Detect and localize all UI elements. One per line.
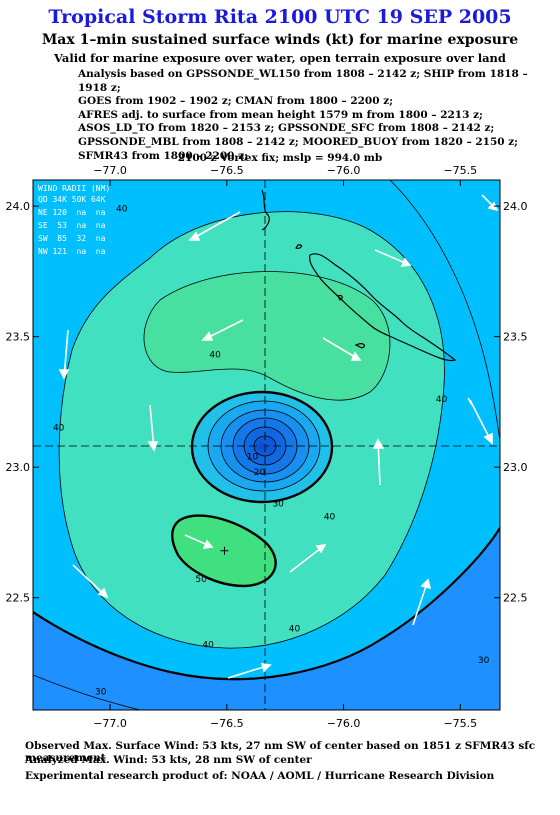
contour-30-south (33, 674, 141, 710)
y-tick-label-left: 22.5 (6, 592, 31, 605)
vortex-fix: 2100 z Vortex fix; mslp = 994.0 mb (177, 152, 383, 164)
contour-label: 40 (202, 640, 214, 650)
wind-radii-columns: QD 34K 50K 64K (38, 195, 106, 204)
contour-label: 40 (324, 512, 336, 522)
x-tick-label-bottom: −76.0 (327, 717, 361, 730)
y-tick-label-right: 24.0 (503, 200, 528, 213)
contour-label: 40 (209, 351, 221, 361)
y-tick-label-right: 23.5 (503, 331, 528, 344)
map-title: Tropical Storm Rita 2100 UTC 19 SEP 2005 (48, 6, 512, 28)
contour-label: 50 (195, 575, 207, 585)
axis-ticks: −77.0 −77.0 −76.5 −76.5 −76.0 −76.0 −75.5 −75.5… (6, 164, 528, 730)
observed-max-wind: Observed Max. Surface Wind: 53 kts, 27 n… (25, 740, 536, 764)
contour-label: 20 (254, 468, 266, 478)
contour-label: 30 (95, 687, 107, 697)
map-subtitle: Max 1–min sustained surface winds (kt) f… (41, 32, 519, 48)
analysis-line: AFRES adj. to surface from mean height 1… (78, 108, 483, 121)
analysis-line: GPSSONDE_MBL from 1808 – 2142 z; MOORED_… (78, 135, 519, 148)
contour-30-east (389, 180, 500, 441)
analysis-line: ASOS_LD_TO from 1820 – 2153 z; GPSSONDE_… (78, 122, 495, 135)
x-tick-label-top: −77.0 (93, 164, 127, 177)
contour-label: 40 (289, 625, 301, 635)
contour-label: 40 (116, 204, 128, 214)
contour-label: 30 (272, 499, 284, 509)
max-wind-marker (220, 546, 229, 555)
x-tick-label-bottom: −75.5 (443, 717, 477, 730)
plot-frame (32, 179, 501, 711)
wind-arrows (58, 194, 499, 679)
wind-radii-row-nw: NW 121 na na (38, 247, 106, 256)
contour-40-north (143, 271, 391, 401)
analysis-sources: Analysis based on GPSSONDE_WL150 from 18… (78, 68, 560, 163)
y-tick-label-right: 23.0 (503, 461, 528, 474)
y-tick-label-right: 22.5 (503, 592, 528, 605)
storm-center-marker (258, 443, 265, 450)
band-40-50-north (143, 271, 390, 401)
contour-label: 30 (478, 656, 490, 666)
analysis-line: Analysis based on GPSSONDE_WL150 from 18… (78, 68, 528, 94)
x-tick-label-top: −76.0 (327, 164, 361, 177)
y-tick-label-left: 24.0 (6, 200, 31, 213)
wind-radii-row-se: SE 53 na na (38, 221, 106, 230)
wind-contours: WIND RADII (NM) QD 34K 50K 64K NE 120 na… (33, 180, 500, 710)
x-tick-label-top: −76.5 (210, 164, 244, 177)
analysis-line: SFMR43 from 1800 – 2200 z; (78, 149, 248, 162)
x-tick-label-top: −75.5 (443, 164, 477, 177)
contour-label: 40 (53, 424, 65, 434)
validity-note: Valid for marine exposure over water, op… (54, 51, 506, 65)
contour-label: 40 (436, 395, 448, 405)
x-tick-label-bottom: −76.5 (210, 717, 244, 730)
contour-30 (33, 527, 500, 681)
credit-line: Experimental research product of: NOAA /… (25, 770, 495, 782)
contour-40 (58, 211, 445, 649)
y-tick-label-left: 23.5 (6, 331, 31, 344)
wind-radii-row-sw: SW 85 32 na (38, 234, 106, 243)
analysis-line: GOES from 1902 – 1902 z; CMAN from 1800 … (78, 95, 394, 108)
x-tick-label-bottom: −77.0 (93, 717, 127, 730)
contour-labels: 40 40 40 40 40 40 40 30 30 30 50 10 20 (53, 204, 490, 697)
wind-radii-row-ne: NE 120 na na (38, 208, 106, 217)
y-tick-label-left: 23.0 (6, 461, 31, 474)
wind-radii-header: WIND RADII (NM) (38, 184, 110, 193)
wind-radii-legend: WIND RADII (NM) QD 34K 50K 64K NE 120 na… (38, 184, 110, 256)
analyzed-max-wind: Analyzed Max. Wind: 53 kts, 28 nm SW of … (25, 754, 312, 766)
contour-label: 10 (247, 452, 259, 462)
coastline (261, 189, 457, 362)
